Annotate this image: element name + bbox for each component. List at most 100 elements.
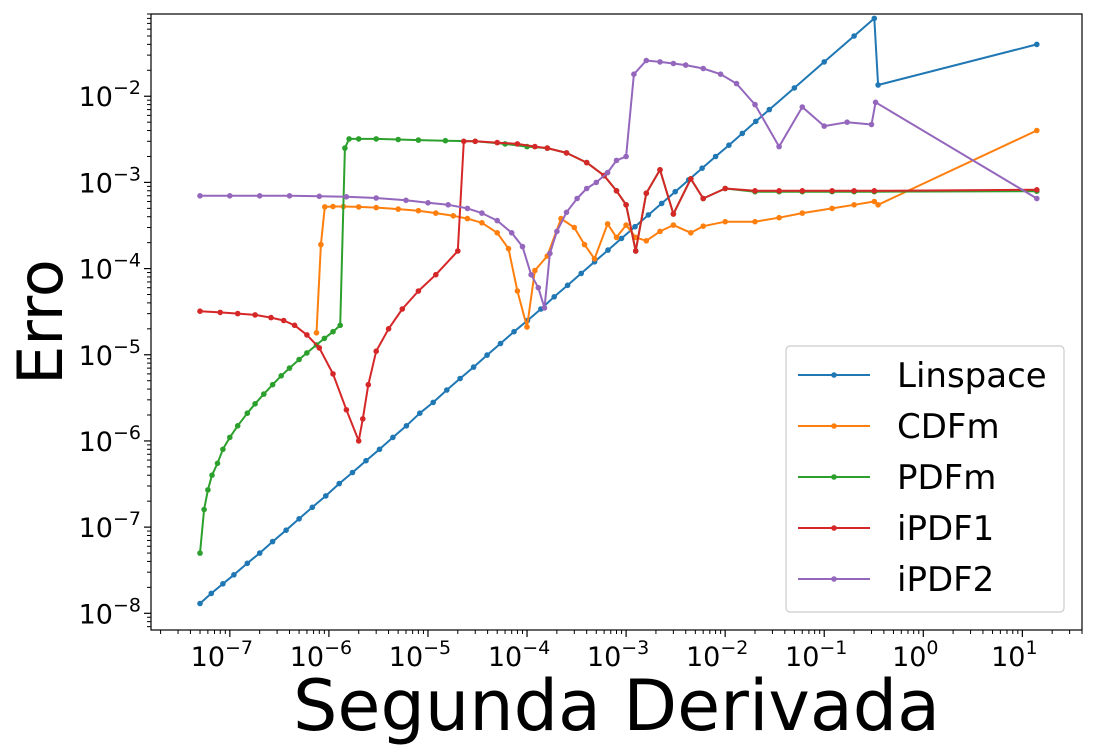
data-point [278, 373, 285, 379]
data-point [688, 230, 694, 236]
data-point [623, 202, 629, 208]
legend-box [785, 345, 1065, 613]
data-point [268, 314, 274, 321]
data-point [318, 241, 324, 248]
data-point [296, 516, 302, 522]
x-tick-label: 10−3 [587, 637, 649, 673]
y-tick-label: 10−3 [79, 163, 141, 199]
data-point [670, 211, 677, 217]
data-point [563, 150, 570, 156]
data-point [657, 167, 663, 173]
data-point [700, 223, 706, 229]
data-point [658, 200, 665, 207]
data-point [365, 381, 372, 388]
legend-label: PDFm [897, 458, 996, 498]
data-point [283, 527, 289, 533]
data-point [578, 270, 584, 277]
data-point [1034, 187, 1040, 193]
data-point [316, 193, 323, 200]
data-point [217, 309, 223, 316]
data-point [643, 238, 650, 244]
x-tick-label: 10−5 [389, 637, 451, 673]
data-point [514, 288, 521, 294]
data-point [450, 213, 457, 219]
data-point [395, 136, 402, 143]
legend-label: iPDF2 [897, 560, 994, 600]
data-point [519, 243, 526, 250]
data-point [252, 312, 258, 318]
data-point [657, 228, 663, 235]
data-point [700, 195, 706, 202]
data-point [688, 176, 694, 182]
data-point [613, 157, 620, 164]
legend-marker [831, 525, 837, 531]
data-point [343, 194, 350, 200]
x-tick-label: 101 [991, 637, 1037, 673]
data-point [261, 391, 267, 397]
data-point [205, 487, 211, 493]
data-point [385, 326, 392, 332]
data-point [442, 137, 449, 144]
y-tick-label: 10−8 [79, 594, 141, 630]
data-point [470, 364, 477, 370]
x-tick-label: 10−1 [785, 637, 847, 673]
y-tick-label: 10−5 [79, 336, 141, 372]
data-point [722, 185, 728, 192]
data-point [528, 271, 534, 278]
data-point [1034, 41, 1040, 48]
data-point [851, 202, 857, 208]
data-point [604, 221, 611, 227]
data-point [605, 247, 611, 253]
data-point [739, 130, 746, 137]
data-point [670, 222, 677, 228]
data-point [871, 188, 878, 194]
data-point [1034, 195, 1040, 202]
data-point [872, 99, 879, 106]
tick-layer: 10−7 10−6 10−5 10−4 10−3 10−2 10−1 100 101 10−8 10… [79, 13, 1083, 673]
data-point [197, 600, 203, 607]
data-point [776, 188, 782, 194]
data-point [343, 407, 350, 413]
data-point [766, 106, 773, 113]
data-point [234, 423, 241, 429]
data-point [445, 202, 452, 208]
data-point [430, 399, 437, 406]
legend-marker [831, 423, 837, 429]
data-point [330, 328, 336, 335]
data-point [547, 250, 553, 257]
data-point [776, 143, 782, 150]
data-point [197, 308, 203, 315]
data-point [752, 101, 758, 108]
data-point [722, 218, 728, 225]
y-tick-label: 10−2 [79, 77, 141, 113]
data-point [593, 179, 600, 186]
legend-label: CDFm [897, 407, 1000, 447]
data-point [645, 212, 652, 218]
data-point [554, 228, 560, 235]
data-point [296, 356, 302, 363]
data-point [712, 153, 719, 160]
data-point [313, 330, 320, 336]
data-point [613, 234, 620, 241]
data-point [197, 193, 203, 199]
data-point [395, 206, 402, 212]
data-point [613, 188, 620, 194]
data-point [479, 210, 485, 216]
data-point [201, 506, 207, 513]
data-point [643, 190, 650, 196]
data-point [524, 324, 530, 330]
x-tick-label: 10−4 [488, 637, 550, 673]
data-point [700, 65, 706, 72]
data-point [604, 169, 611, 176]
data-point [799, 104, 806, 110]
data-point [417, 410, 423, 417]
data-point [479, 220, 485, 226]
x-tick-label: 10−7 [191, 637, 253, 673]
series-layer [197, 15, 1040, 607]
data-point [286, 365, 293, 371]
x-axis-label: Segunda Derivada [293, 665, 940, 747]
data-point [508, 230, 515, 236]
data-point [464, 205, 471, 212]
data-point [415, 207, 422, 214]
